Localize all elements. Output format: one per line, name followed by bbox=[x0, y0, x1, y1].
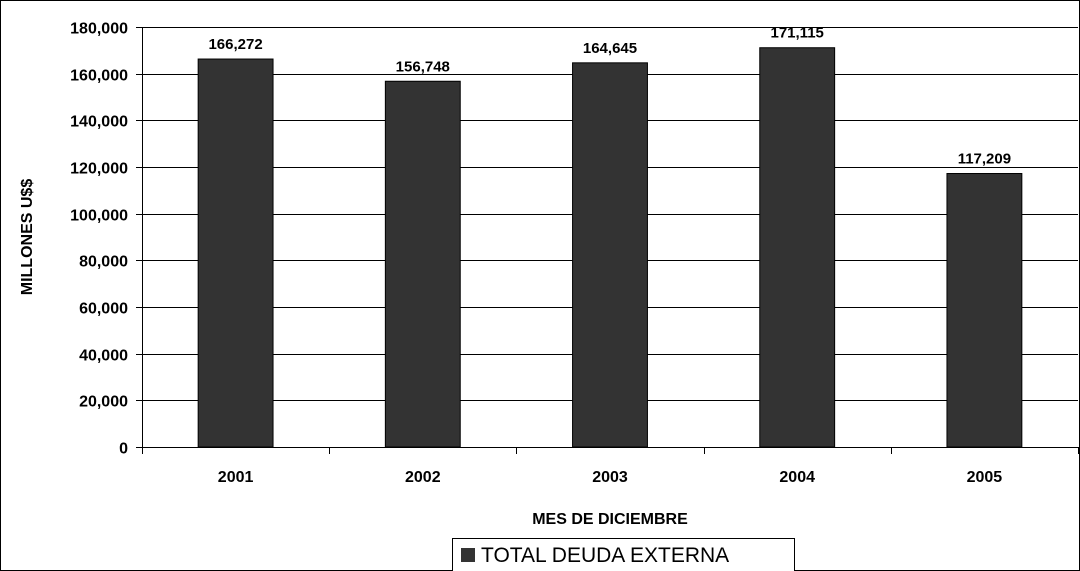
bar-2001 bbox=[197, 58, 274, 448]
y-tick-label: 100,000 bbox=[70, 208, 128, 225]
x-axis-label: MES DE DICIEMBRE bbox=[532, 511, 688, 528]
y-tick-label: 160,000 bbox=[70, 68, 128, 85]
y-tick-label: 180,000 bbox=[70, 21, 128, 38]
data-label: 171,115 bbox=[770, 25, 823, 42]
axes bbox=[136, 27, 1079, 454]
y-tick-label: 20,000 bbox=[79, 394, 128, 411]
y-tick-label: 0 bbox=[119, 441, 128, 458]
y-tick-label: 60,000 bbox=[79, 301, 128, 318]
y-tick-label: 80,000 bbox=[79, 254, 128, 271]
x-tick-label: 2002 bbox=[405, 469, 441, 486]
bar-2003 bbox=[572, 62, 648, 448]
y-axis-label: MILLONES U$$ bbox=[19, 179, 36, 296]
data-label: 156,748 bbox=[396, 58, 450, 75]
y-tick-label: 40,000 bbox=[79, 348, 128, 365]
legend-swatch bbox=[461, 548, 475, 562]
bars bbox=[197, 47, 1023, 448]
bar-2004 bbox=[759, 47, 836, 448]
y-tick-label: 140,000 bbox=[70, 114, 128, 131]
x-tick-labels: 2001 2002 2003 2004 2005 bbox=[218, 469, 1002, 486]
bar-2002 bbox=[384, 80, 461, 448]
x-tick-label: 2004 bbox=[779, 469, 815, 486]
x-tick-label: 2005 bbox=[967, 469, 1003, 486]
bar-2005 bbox=[946, 173, 1023, 448]
x-tick-label: 2003 bbox=[592, 469, 628, 486]
y-tick-label: 120,000 bbox=[70, 161, 128, 178]
x-tick-label: 2001 bbox=[218, 469, 254, 486]
legend-box bbox=[452, 538, 795, 571]
data-label: 164,645 bbox=[583, 40, 637, 57]
y-tick-labels: 0 20,000 40,000 60,000 80,000 100,000 120,000 1… bbox=[70, 21, 128, 458]
data-labels: 166,272 156,748 164,645 171,115 117,209 bbox=[208, 25, 1011, 168]
data-label: 166,272 bbox=[208, 36, 262, 53]
legend-entry: TOTAL DEUDA EXTERNA bbox=[481, 544, 729, 567]
data-label: 117,209 bbox=[958, 151, 1011, 168]
legend: TOTAL DEUDA EXTERNA bbox=[452, 538, 795, 571]
